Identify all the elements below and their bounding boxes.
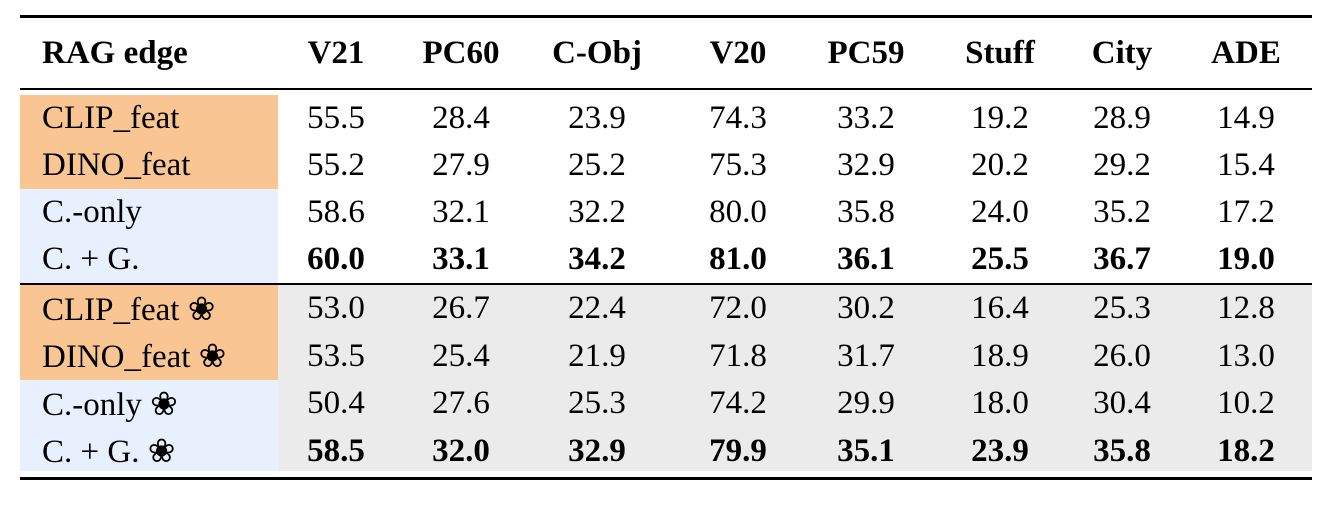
value-cell: 25.3 <box>568 385 626 422</box>
value-cell: 22.4 <box>568 290 626 327</box>
value-cell: 58.6 <box>307 194 365 230</box>
value-cell: 26.0 <box>1093 337 1151 374</box>
value-cell: 19.0 <box>1217 241 1275 277</box>
value-cell: 29.2 <box>1093 147 1151 183</box>
column-header: City <box>1091 34 1153 71</box>
column-header: V21 <box>307 34 365 71</box>
row-label: C. + G. <box>42 241 140 277</box>
value-cell: 13.0 <box>1217 337 1275 374</box>
value-cell: 33.2 <box>837 100 895 136</box>
value-cell: 25.4 <box>432 337 490 374</box>
column-header: V20 <box>709 34 767 71</box>
value-cell: 28.4 <box>432 100 490 136</box>
value-cell: 28.9 <box>1093 100 1151 136</box>
value-cell: 18.2 <box>1217 432 1275 469</box>
value-cell: 23.9 <box>568 100 626 136</box>
label-background <box>20 285 278 333</box>
value-cell: 60.0 <box>307 241 365 277</box>
label-background <box>20 332 278 380</box>
value-cell: 18.0 <box>971 385 1029 422</box>
value-cell: 35.2 <box>1093 194 1151 230</box>
column-header: PC59 <box>827 34 905 71</box>
value-cell: 24.0 <box>971 194 1029 230</box>
column-header: Stuff <box>965 34 1035 71</box>
row-label: CLIP_feat ❀ <box>42 291 216 328</box>
value-cell: 32.0 <box>432 432 490 469</box>
value-cell: 23.9 <box>971 432 1029 469</box>
value-cell: 19.2 <box>971 100 1029 136</box>
value-cell: 14.9 <box>1217 100 1275 136</box>
shaded-block <box>278 285 1312 471</box>
value-cell: 33.1 <box>432 241 490 277</box>
value-cell: 53.0 <box>307 290 365 327</box>
value-cell: 36.1 <box>837 241 895 277</box>
value-cell: 26.7 <box>432 290 490 327</box>
value-cell: 29.9 <box>837 385 895 422</box>
value-cell: 55.2 <box>307 147 365 183</box>
row-label: C.-only <box>42 194 142 230</box>
value-cell: 75.3 <box>709 147 767 183</box>
group-rule <box>20 283 1312 285</box>
value-cell: 18.9 <box>971 337 1029 374</box>
value-cell: 25.5 <box>971 241 1029 277</box>
value-cell: 20.2 <box>971 147 1029 183</box>
column-header: PC60 <box>422 34 500 71</box>
value-cell: 12.8 <box>1217 290 1275 327</box>
value-cell: 72.0 <box>709 290 767 327</box>
value-cell: 32.9 <box>568 432 626 469</box>
value-cell: 34.2 <box>568 241 626 277</box>
value-cell: 53.5 <box>307 337 365 374</box>
label-background <box>20 142 278 189</box>
label-background <box>20 236 278 283</box>
value-cell: 32.9 <box>837 147 895 183</box>
value-cell: 32.1 <box>432 194 490 230</box>
value-cell: 71.8 <box>709 337 767 374</box>
top-rule <box>20 15 1312 18</box>
value-cell: 35.8 <box>1093 432 1151 469</box>
label-background <box>20 427 278 471</box>
value-cell: 16.4 <box>971 290 1029 327</box>
value-cell: 17.2 <box>1217 194 1275 230</box>
value-cell: 74.2 <box>709 385 767 422</box>
row-label: C.-only ❀ <box>42 386 178 423</box>
bottom-rule <box>20 477 1312 480</box>
value-cell: 58.5 <box>307 432 365 469</box>
row-label: DINO_feat <box>42 147 191 183</box>
column-header: C-Obj <box>552 34 642 71</box>
value-cell: 25.2 <box>568 147 626 183</box>
value-cell: 35.1 <box>837 432 895 469</box>
value-cell: 30.2 <box>837 290 895 327</box>
row-label: CLIP_feat <box>42 100 180 136</box>
value-cell: 27.9 <box>432 147 490 183</box>
value-cell: 32.2 <box>568 194 626 230</box>
header-label: RAG edge <box>42 34 188 71</box>
header-rule <box>20 88 1312 90</box>
value-cell: 10.2 <box>1217 385 1275 422</box>
value-cell: 81.0 <box>709 241 767 277</box>
value-cell: 35.8 <box>837 194 895 230</box>
value-cell: 25.3 <box>1093 290 1151 327</box>
value-cell: 80.0 <box>709 194 767 230</box>
value-cell: 15.4 <box>1217 147 1275 183</box>
column-header: ADE <box>1211 34 1281 71</box>
value-cell: 55.5 <box>307 100 365 136</box>
value-cell: 74.3 <box>709 100 767 136</box>
value-cell: 31.7 <box>837 337 895 374</box>
value-cell: 79.9 <box>709 432 767 469</box>
label-background <box>20 189 278 236</box>
value-cell: 36.7 <box>1093 241 1151 277</box>
label-background <box>20 95 278 142</box>
label-background <box>20 380 278 428</box>
row-label: C. + G. ❀ <box>42 434 176 471</box>
value-cell: 21.9 <box>568 337 626 374</box>
value-cell: 27.6 <box>432 385 490 422</box>
value-cell: 50.4 <box>307 385 365 422</box>
row-label: DINO_feat ❀ <box>42 339 227 376</box>
value-cell: 30.4 <box>1093 385 1151 422</box>
